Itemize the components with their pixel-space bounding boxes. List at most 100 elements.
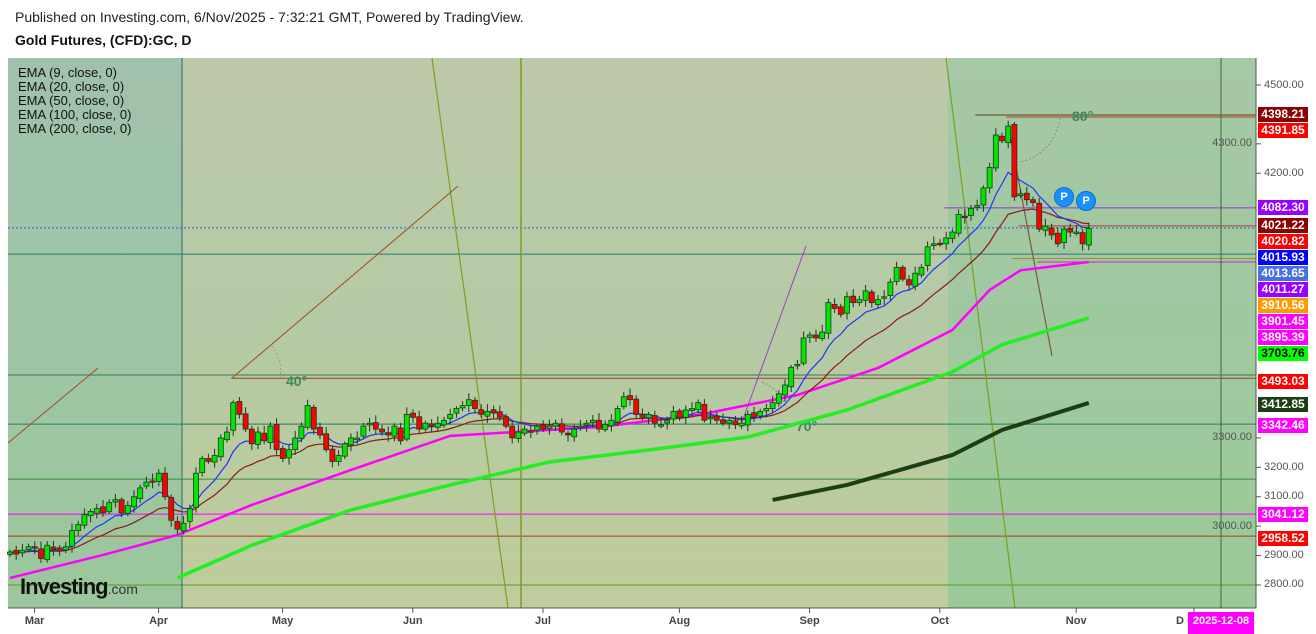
- indicator-legend: EMA (9, close, 0) EMA (20, close, 0) EMA…: [18, 66, 131, 136]
- candle: [472, 397, 478, 414]
- angle-arc: [761, 381, 787, 409]
- candle: [1054, 227, 1061, 248]
- candle-body: [112, 499, 119, 503]
- candle: [645, 411, 652, 425]
- legend-ema20[interactable]: EMA (20, close, 0): [18, 79, 125, 94]
- marker-badge[interactable]: P: [1076, 191, 1096, 211]
- candle-body: [763, 408, 770, 412]
- candle: [416, 410, 423, 434]
- candle: [658, 417, 664, 429]
- candle: [534, 423, 540, 435]
- candle-body: [912, 272, 919, 287]
- candle: [397, 422, 404, 445]
- candle-body: [583, 422, 590, 426]
- candle-body: [837, 306, 844, 315]
- candle-body: [1061, 228, 1067, 244]
- candle: [992, 128, 999, 172]
- candle: [813, 329, 819, 343]
- trend-line[interactable]: [7, 367, 99, 444]
- candle-body: [664, 419, 671, 424]
- candle: [217, 434, 224, 461]
- candle: [93, 503, 100, 519]
- price-label: 4015.93: [1258, 250, 1308, 266]
- price-label: 3493.03: [1258, 373, 1308, 389]
- candle: [1023, 186, 1030, 206]
- candle-body: [69, 530, 75, 547]
- candle: [106, 499, 113, 515]
- candle-body: [1054, 232, 1061, 245]
- legend-ema50[interactable]: EMA (50, close, 0): [18, 93, 125, 108]
- candle: [782, 379, 788, 402]
- candle: [906, 275, 912, 291]
- candle-body: [118, 499, 125, 514]
- legend-ema200[interactable]: EMA (200, close, 0): [18, 121, 132, 136]
- candle-body: [757, 411, 764, 417]
- candle-body: [887, 281, 894, 296]
- price-label: 4021.22: [1258, 218, 1308, 234]
- candle: [881, 289, 888, 305]
- x-tick-label: Apr: [149, 615, 169, 627]
- zone-middle: [182, 58, 948, 608]
- candle-body: [633, 398, 640, 415]
- candle-body: [292, 437, 299, 451]
- candle-body: [360, 425, 367, 437]
- legend-ema9[interactable]: EMA (9, close, 0): [18, 65, 117, 80]
- candle: [87, 508, 94, 523]
- candle-body: [552, 422, 559, 427]
- candle-body: [955, 214, 962, 234]
- price-label: 3895.39: [1258, 330, 1308, 346]
- candle-body: [999, 135, 1005, 142]
- candle: [763, 403, 770, 418]
- candle-body: [509, 425, 516, 439]
- candle: [887, 278, 894, 301]
- candle-body: [366, 422, 373, 426]
- candle: [354, 431, 361, 445]
- candle: [1079, 228, 1086, 251]
- candle-body: [428, 423, 435, 427]
- candle: [50, 540, 57, 556]
- candle-body: [459, 405, 466, 409]
- trend-line[interactable]: [231, 185, 459, 379]
- candle: [943, 231, 950, 250]
- candle-body: [310, 406, 317, 430]
- candle: [682, 405, 689, 425]
- candle: [286, 444, 292, 465]
- legend-ema100[interactable]: EMA (100, close, 0): [18, 107, 132, 122]
- candle-body: [193, 472, 199, 508]
- angle-arc: [271, 345, 282, 379]
- candle-body: [50, 546, 57, 551]
- candle-body: [627, 395, 633, 401]
- angle-arc: [1019, 113, 1061, 163]
- candle-body: [558, 423, 565, 433]
- candle-body: [131, 496, 137, 508]
- candle: [180, 516, 187, 535]
- marker-badge[interactable]: P: [1054, 187, 1074, 207]
- candle: [930, 236, 937, 250]
- candle: [496, 405, 503, 422]
- candle: [961, 209, 968, 224]
- trend-line[interactable]: [945, 57, 1016, 609]
- candle-body: [515, 431, 522, 439]
- candle-body: [782, 384, 788, 396]
- candle-body: [602, 424, 609, 431]
- candle-body: [323, 433, 330, 451]
- candle: [385, 426, 392, 442]
- trend-line[interactable]: [741, 245, 807, 423]
- candle: [44, 541, 51, 563]
- candle: [267, 422, 274, 450]
- candle-body: [596, 419, 602, 430]
- price-label: 3703.76: [1258, 346, 1308, 362]
- candle-body: [1005, 125, 1012, 144]
- candle: [168, 494, 175, 527]
- candle: [924, 241, 931, 272]
- price-label: 3041.12: [1258, 506, 1308, 522]
- candle-body: [403, 413, 410, 440]
- candle-body: [335, 455, 342, 462]
- candle-body: [850, 295, 857, 304]
- trend-line[interactable]: [431, 57, 509, 609]
- candle-body: [422, 422, 429, 430]
- candle-body: [1017, 193, 1024, 196]
- candle-body: [813, 334, 819, 339]
- candle-body: [162, 472, 168, 498]
